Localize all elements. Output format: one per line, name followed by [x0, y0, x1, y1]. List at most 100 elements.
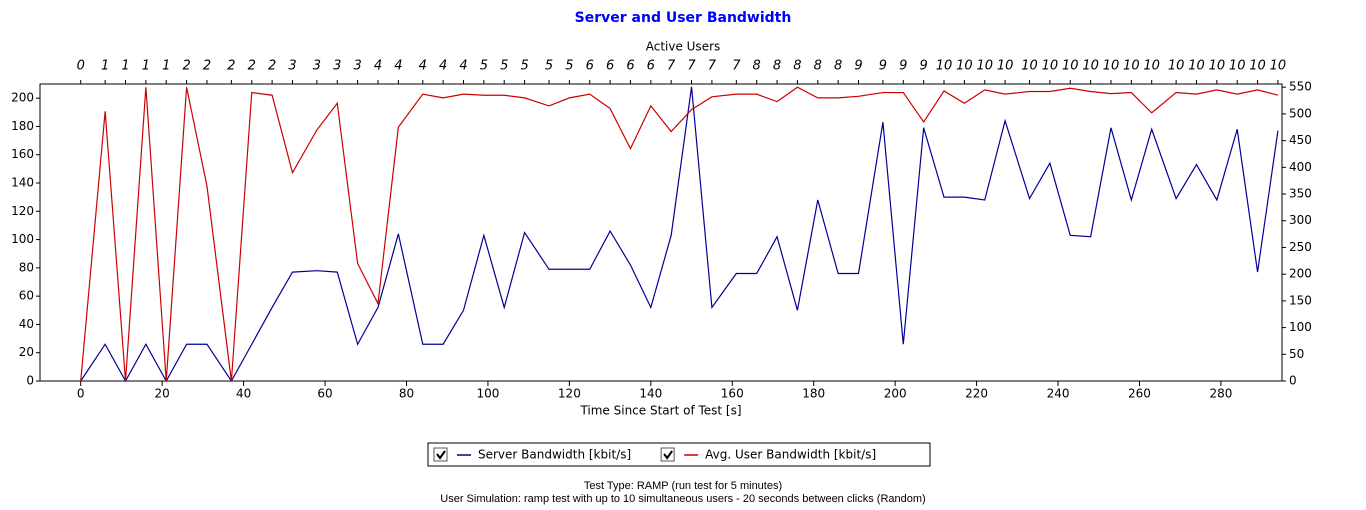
footer-text: User Simulation: ramp test with up to 10… — [440, 493, 925, 505]
top-axis-label: Active Users — [646, 40, 721, 54]
y2-tick-label: 150 — [1289, 293, 1312, 307]
top-tick-label: 5 — [500, 59, 508, 74]
y2-tick-label: 200 — [1289, 267, 1312, 281]
top-tick-label: 10 — [1249, 59, 1266, 74]
top-tick-label: 1 — [101, 59, 109, 74]
top-tick-label: 0 — [77, 59, 85, 74]
top-tick-label: 4 — [439, 59, 447, 74]
top-tick-label: 3 — [313, 59, 321, 74]
legend-label: Avg. User Bandwidth [kbit/s] — [705, 448, 876, 462]
top-tick-label: 2 — [182, 59, 190, 74]
y2-tick-label: 100 — [1289, 320, 1312, 334]
top-tick-label: 7 — [732, 59, 741, 74]
top-tick-label: 10 — [1168, 59, 1185, 74]
top-tick-label: 2 — [203, 59, 211, 74]
legend-box — [427, 442, 931, 467]
y2-tick-label: 550 — [1289, 80, 1312, 94]
x-tick-label: 40 — [236, 387, 251, 401]
top-tick-label: 9 — [854, 59, 862, 74]
top-tick-label: 1 — [142, 59, 150, 74]
top-tick-label: 10 — [1270, 59, 1287, 74]
legend-label: Server Bandwidth [kbit/s] — [478, 448, 631, 462]
x-axis-label: Time Since Start of Test [s] — [579, 404, 741, 418]
top-tick-label: 7 — [708, 59, 717, 74]
x-tick-label: 120 — [558, 387, 581, 401]
x-tick-label: 100 — [476, 387, 499, 401]
chart-title: Server and User Bandwidth — [575, 10, 792, 26]
y2-tick-label: 400 — [1289, 160, 1312, 174]
top-tick-label: 10 — [956, 59, 973, 74]
top-tick-label: 4 — [419, 59, 427, 74]
top-tick-label: 10 — [1188, 59, 1205, 74]
top-tick-label: 8 — [773, 59, 781, 74]
x-tick-label: 0 — [77, 387, 85, 401]
top-tick-label: 3 — [333, 59, 341, 74]
y-tick-label: 40 — [19, 317, 34, 331]
top-tick-label: 9 — [899, 59, 907, 74]
top-tick-label: 1 — [121, 59, 129, 74]
y-tick-label: 100 — [11, 232, 34, 246]
top-tick-label: 8 — [753, 59, 761, 74]
top-tick-label: 10 — [1123, 59, 1140, 74]
top-tick-label: 4 — [459, 59, 467, 74]
x-tick-label: 280 — [1209, 387, 1232, 401]
top-tick-label: 6 — [626, 59, 634, 74]
top-tick-label: 2 — [248, 59, 256, 74]
top-tick-label: 5 — [520, 59, 528, 74]
top-tick-label: 10 — [1103, 59, 1120, 74]
y-tick-label: 20 — [19, 345, 34, 359]
top-tick-label: 6 — [586, 59, 594, 74]
y-tick-label: 80 — [19, 260, 34, 274]
legend-checkbox — [660, 447, 675, 462]
x-tick-label: 60 — [317, 387, 332, 401]
top-tick-label: 5 — [480, 59, 488, 74]
top-tick-label: 1 — [162, 59, 170, 74]
top-tick-label: 6 — [647, 59, 655, 74]
top-tick-label: 10 — [1209, 59, 1226, 74]
series-line — [80, 86, 1279, 383]
top-tick-label: 7 — [687, 59, 696, 74]
x-tick-label: 80 — [399, 387, 414, 401]
y-tick-label: 60 — [19, 289, 34, 303]
top-tick-label: 3 — [288, 59, 296, 74]
top-tick-label: 8 — [793, 59, 801, 74]
x-tick-label: 140 — [639, 387, 662, 401]
top-tick-label: 4 — [394, 59, 402, 74]
x-tick-label: 160 — [721, 387, 744, 401]
top-tick-label: 5 — [565, 59, 573, 74]
top-tick-label: 9 — [879, 59, 887, 74]
top-tick-label: 10 — [997, 59, 1014, 74]
y-tick-label: 160 — [11, 147, 34, 161]
x-tick-label: 260 — [1128, 387, 1151, 401]
x-tick-label: 240 — [1047, 387, 1070, 401]
y-tick-label: 120 — [11, 204, 34, 218]
top-tick-label: 10 — [1143, 59, 1160, 74]
y2-tick-label: 250 — [1289, 240, 1312, 254]
top-tick-label: 4 — [374, 59, 382, 74]
y2-tick-label: 350 — [1289, 187, 1312, 201]
top-tick-label: 10 — [1042, 59, 1059, 74]
legend-check — [663, 450, 673, 460]
top-tick-label: 9 — [920, 59, 928, 74]
top-tick-label: 10 — [1082, 59, 1099, 74]
x-tick-label: 20 — [155, 387, 170, 401]
y-tick-label: 200 — [11, 91, 34, 105]
legend-checkbox — [433, 447, 448, 462]
top-tick-label: 3 — [353, 59, 361, 74]
x-tick-label: 200 — [884, 387, 907, 401]
top-tick-label: 2 — [268, 59, 276, 74]
top-tick-label: 8 — [814, 59, 822, 74]
top-tick-label: 6 — [606, 59, 614, 74]
y2-tick-label: 300 — [1289, 213, 1312, 227]
top-tick-label: 10 — [1062, 59, 1079, 74]
footer-text: Test Type: RAMP (run test for 5 minutes) — [584, 480, 782, 492]
y2-tick-label: 50 — [1289, 347, 1304, 361]
x-tick-label: 180 — [802, 387, 825, 401]
y-tick-label: 140 — [11, 176, 34, 190]
top-tick-label: 10 — [936, 59, 953, 74]
top-tick-label: 5 — [545, 59, 553, 74]
top-tick-label: 7 — [667, 59, 676, 74]
top-tick-label: 10 — [1021, 59, 1038, 74]
y-tick-label: 0 — [26, 374, 34, 388]
